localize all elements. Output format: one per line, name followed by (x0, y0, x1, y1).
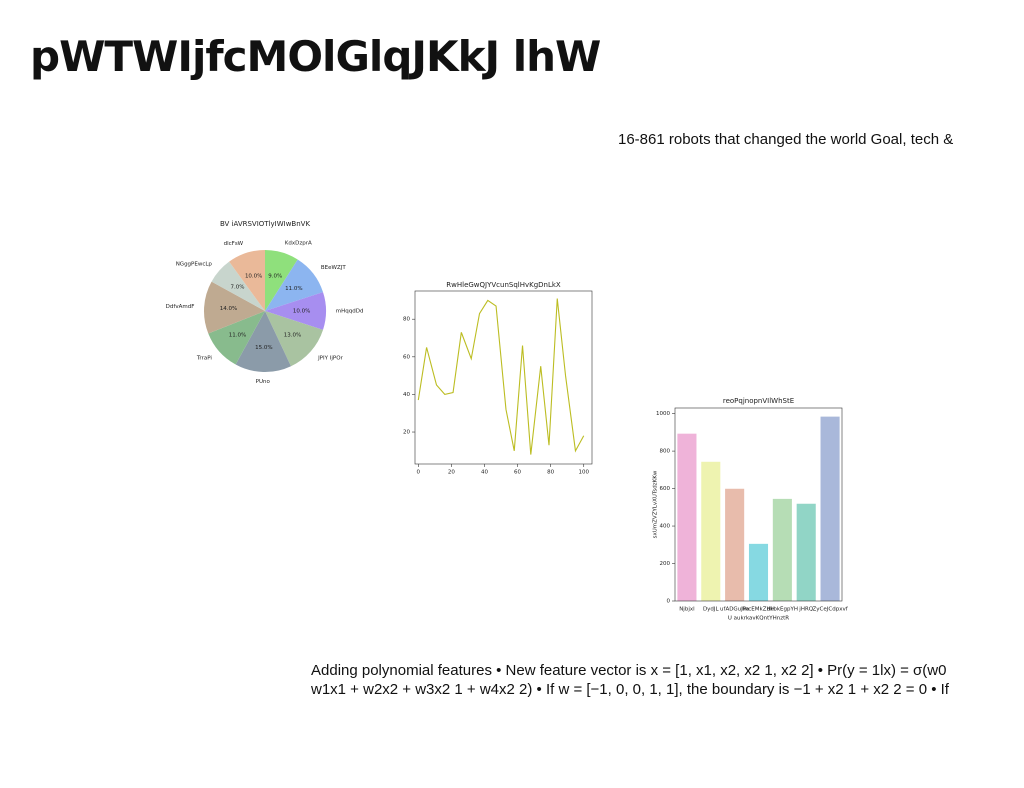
plot-frame (674, 407, 843, 602)
bar (677, 433, 697, 601)
plot-frame (414, 290, 593, 465)
y-tick-label: 800 (660, 449, 671, 455)
chart-title: reoPqjnopnVIlWhStE (723, 397, 794, 405)
x-tick-label: DydJL (703, 607, 720, 613)
x-tick-label: 80 (547, 470, 554, 476)
line-series (417, 298, 585, 455)
x-tick-label: 20 (448, 470, 455, 476)
pie-slice (229, 250, 265, 311)
pie-slice (265, 292, 326, 330)
x-tick-label: 40 (481, 470, 488, 476)
y-tick-label: 1000 (656, 411, 670, 417)
slice-pct: 11.0% (229, 333, 246, 339)
bar (701, 461, 721, 601)
slice-pct: 10.0% (293, 309, 310, 315)
chart-title: RwHleGwQJYVcunSqlHvKgDnLkX (446, 281, 561, 289)
x-tick-label: ufADGuJPa (720, 607, 749, 613)
pie-slice (265, 250, 298, 311)
x-tick-label: lwcEMkZHH (742, 607, 775, 613)
slice-label: TrraPi (196, 355, 213, 361)
slice-label: PUno (256, 379, 271, 385)
bar (748, 543, 769, 601)
y-tick-label: 20 (403, 430, 410, 436)
x-tick-label: 100 (578, 470, 589, 476)
slice-label: mHqqdDd (336, 309, 364, 315)
slice-pct: 14.0% (220, 306, 237, 312)
pie-slice (208, 311, 265, 365)
bar (772, 498, 792, 601)
slice-pct: 13.0% (284, 333, 301, 339)
body-text: Adding polynomial features • New feature… (311, 661, 949, 699)
y-tick-label: 80 (403, 317, 410, 323)
y-tick-label: 200 (660, 561, 671, 567)
slice-pct: 7.0% (231, 284, 245, 290)
body-line: Adding polynomial features • New feature… (311, 662, 947, 679)
slice-pct: 9.0% (268, 273, 282, 279)
y-axis-label: sxUmZVZYLvXUTsdzKKw (653, 470, 659, 538)
bar (796, 503, 816, 601)
x-tick-label: dkbkEgpYH (767, 607, 798, 613)
slice-pct: 10.0% (245, 274, 262, 280)
slice-label: dlcFsW (224, 241, 244, 247)
slide-title: pWTWIjfcMOlGlqJKkJ lhW (30, 32, 601, 81)
pie-slice (211, 261, 265, 311)
slice-label: JPIY IjPOr (317, 355, 343, 361)
slice-label: DdfvAmdF (166, 304, 195, 310)
chart-title: BV iAVRSVIOTlyIWIwBnVK (220, 220, 311, 228)
slice-pct: 11.0% (285, 286, 302, 292)
bar (820, 416, 840, 601)
pie-slice (203, 281, 265, 334)
x-axis-label: U aukrkavKQntYHnztR (728, 616, 789, 622)
x-tick-label: Njbjxl (679, 607, 695, 613)
slice-label: BEeWZJT (321, 265, 346, 271)
body-line: w1x1 + w2x2 + w3x2 1 + w4x2 2) • If w = … (311, 681, 949, 698)
bar (725, 488, 745, 601)
pie-slice (265, 311, 324, 367)
y-tick-label: 0 (667, 599, 671, 605)
slice-pct: 15.0% (255, 345, 272, 351)
y-tick-label: 600 (660, 486, 671, 492)
pie-slice (235, 311, 291, 372)
subtitle: 16-861 robots that changed the world Goa… (618, 131, 954, 148)
slice-label: NGggPEwcLp (176, 262, 213, 268)
y-tick-label: 400 (660, 524, 671, 530)
y-tick-label: 60 (403, 354, 410, 360)
x-tick-label: jHRQ (798, 607, 813, 613)
pie-slice (265, 259, 324, 311)
x-tick-label: 0 (417, 470, 421, 476)
slice-label: KdxDzprA (285, 241, 312, 247)
x-tick-label: 60 (514, 470, 521, 476)
y-tick-label: 40 (403, 392, 410, 398)
x-tick-label: ZyCeJCdpxvf (813, 607, 849, 613)
